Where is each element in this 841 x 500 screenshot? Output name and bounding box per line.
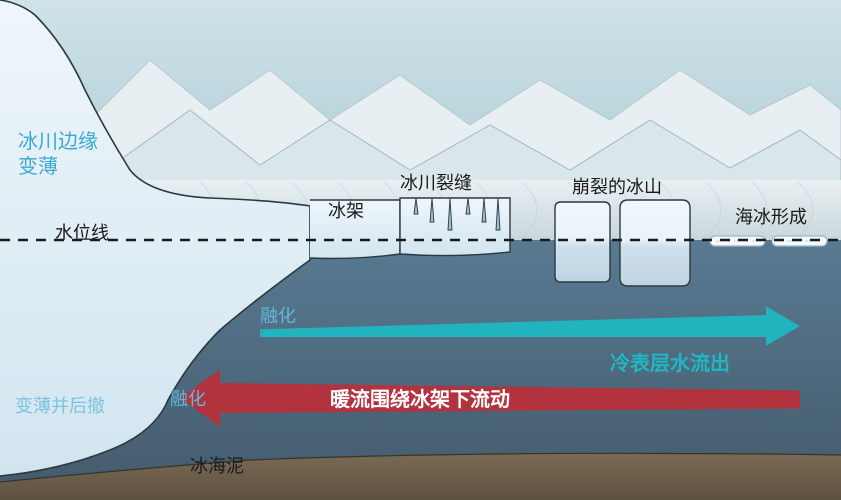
iceberg [620, 200, 690, 286]
glacier-ocean-diagram: 冰川边缘 变薄水位线冰架冰川裂缝崩裂的冰山海冰形成融化融化变薄并后撤冰海泥冷表层… [0, 0, 841, 500]
label-melt-lower: 融化 [170, 388, 206, 411]
label-glacier-margin-thinning: 冰川边缘 变薄 [18, 130, 98, 180]
label-ice-shelf: 冰架 [328, 200, 364, 223]
label-sea-ice-formation: 海冰形成 [735, 206, 807, 229]
label-thinning-retreat: 变薄并后撤 [15, 395, 105, 418]
iceberg [555, 202, 610, 282]
label-glacial-mud: 冰海泥 [190, 455, 244, 478]
label-calved-icebergs: 崩裂的冰山 [572, 176, 662, 199]
label-crevasses: 冰川裂缝 [400, 172, 472, 195]
label-waterline: 水位线 [55, 222, 109, 245]
label-cold-outflow: 冷表层水流出 [610, 352, 730, 377]
label-warm-inflow: 暖流围绕冰架下流动 [330, 388, 510, 413]
diagram-svg [0, 0, 841, 500]
label-melt-upper: 融化 [260, 305, 296, 328]
